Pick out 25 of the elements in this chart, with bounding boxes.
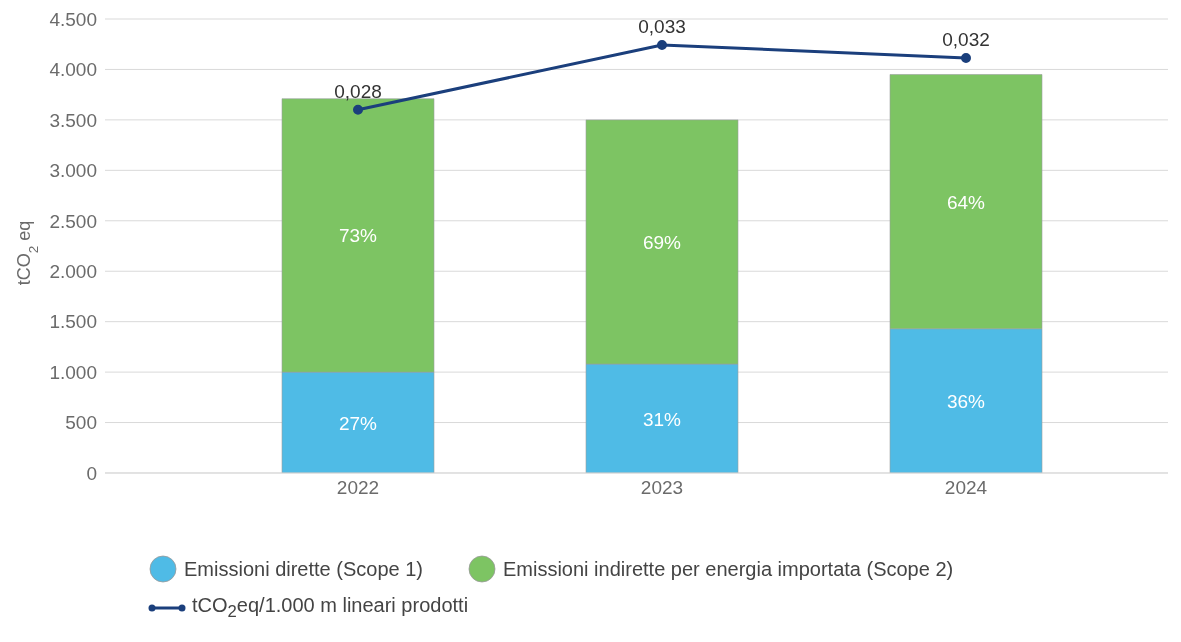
annotation: 64% xyxy=(946,191,986,213)
y-tick-label: 2.500 xyxy=(49,210,97,232)
data-label: 0,032 xyxy=(942,28,990,50)
annotation: 69% xyxy=(642,231,682,253)
annotation: 73% xyxy=(338,225,378,247)
legend-label: tCO$_{2}$eq/1.000 m lineari prodotti xyxy=(192,594,469,622)
y-tick-label: 500 xyxy=(65,412,97,434)
annotation: 31% xyxy=(642,408,682,430)
y-tick-label: 1.500 xyxy=(49,311,97,333)
y-tick-label: 0 xyxy=(86,462,97,484)
legend-label: Emissioni dirette (Scope 1) xyxy=(184,557,423,581)
annotation: 36% xyxy=(946,390,986,412)
data-label: 0,033 xyxy=(638,15,686,37)
y-tick-label: 3.500 xyxy=(49,109,97,131)
legend-label: Emissioni indirette per energia importata (Scope 2) xyxy=(502,557,954,581)
y-tick-label: 2.000 xyxy=(49,260,97,282)
y-tick-label: 4.000 xyxy=(49,59,97,81)
data-label: 0,028 xyxy=(334,80,382,102)
annotation: 27% xyxy=(338,412,378,434)
y-tick-label: 4.500 xyxy=(49,8,97,30)
y-tick-label: 3.000 xyxy=(49,160,97,182)
x-tick-label: 2024 xyxy=(944,477,988,499)
x-tick-label: 2022 xyxy=(336,477,380,499)
x-tick-label: 2023 xyxy=(640,477,684,499)
y-tick-label: 1.000 xyxy=(49,361,97,383)
